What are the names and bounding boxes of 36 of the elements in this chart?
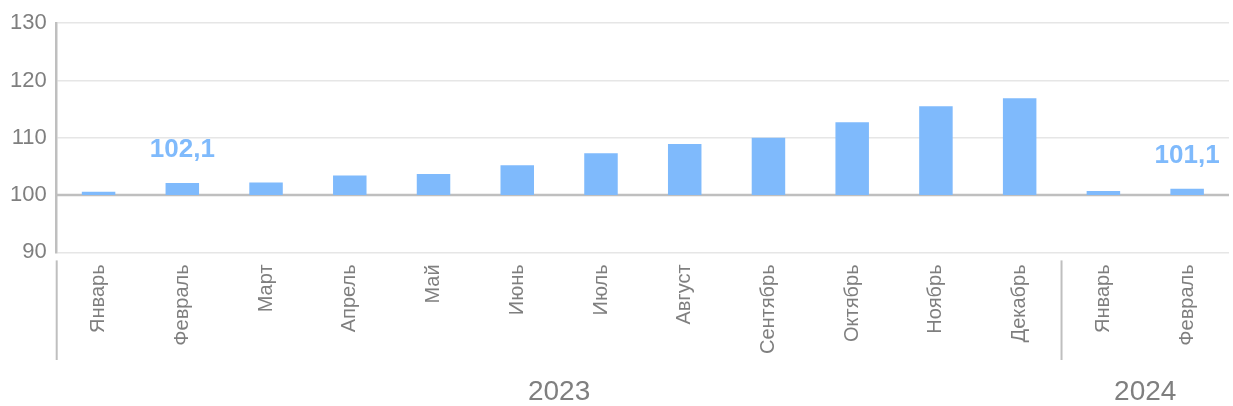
text: 2024 — [1114, 375, 1177, 406]
x-tick-label: Май — [421, 264, 444, 304]
x-tick-label: Июль — [588, 264, 611, 316]
bar — [1002, 98, 1037, 196]
x-tick-label: Декабрь — [1007, 264, 1030, 343]
x-tick-label: Ноябрь — [923, 264, 946, 334]
x-tick-label: Октябрь — [839, 264, 862, 342]
bar — [165, 183, 200, 196]
x-tick-label: Апрель — [337, 264, 360, 333]
bar — [416, 173, 451, 196]
bar — [667, 144, 702, 196]
y-tick-label: 100 — [9, 181, 47, 207]
x-tick-label: Сентябрь — [755, 264, 778, 355]
bar — [751, 137, 786, 196]
y-tick-label: 120 — [9, 66, 47, 92]
bar — [1170, 188, 1204, 196]
x-tick-label: Июнь — [504, 264, 527, 316]
x-tick-label: Февраль — [169, 264, 192, 346]
bar — [1086, 191, 1121, 196]
x-tick-label: Январь — [86, 264, 109, 333]
bar — [584, 153, 618, 196]
bar — [835, 122, 869, 196]
x-tick-label: Март — [253, 264, 276, 313]
bar — [500, 165, 534, 196]
text: 2023 — [527, 375, 591, 406]
data-label: 102,1 — [149, 133, 215, 164]
bar — [249, 182, 283, 196]
y-tick-label: 90 — [22, 238, 47, 264]
y-tick-label: 110 — [11, 123, 47, 149]
bar — [333, 175, 367, 196]
x-tick-label: Август — [672, 264, 695, 325]
x-tick-label: Февраль — [1174, 264, 1197, 346]
data-label: 101,1 — [1154, 138, 1220, 169]
x-tick-label: Январь — [1090, 264, 1113, 333]
y-tick-label: 130 — [9, 9, 47, 35]
bar — [919, 106, 953, 196]
